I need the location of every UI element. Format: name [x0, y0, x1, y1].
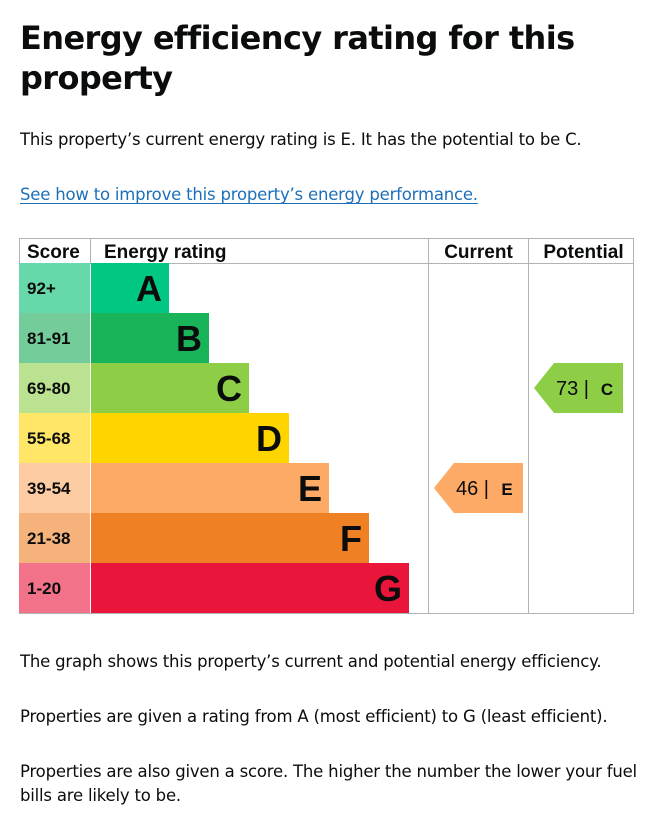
header-current: Current [444, 242, 513, 263]
current-rating-marker-rating: E [501, 480, 512, 499]
score-range-g: 1-20 [27, 579, 61, 598]
score-description: Properties are also given a score. The h… [20, 762, 637, 805]
score-cell-g [19, 563, 90, 613]
potential-rating-marker: 73 | C [534, 363, 623, 413]
rating-letter-a: A [136, 268, 162, 309]
score-cell-e [19, 463, 90, 513]
rating-bar-b [91, 313, 209, 363]
graph-description: The graph shows this property’s current … [20, 652, 602, 671]
energy-rating-chart: Score Energy rating Current Potential 92… [19, 238, 634, 614]
header-score: Score [27, 242, 80, 263]
potential-rating-marker-score: 73 | [556, 378, 589, 400]
score-range-a: 92+ [27, 279, 56, 298]
header-energy-rating: Energy rating [104, 242, 226, 263]
score-range-f: 21-38 [27, 529, 70, 548]
potential-rating-marker-arrow [534, 363, 623, 413]
potential-rating-marker-rating: C [601, 380, 613, 399]
rating-letter-d: D [256, 418, 282, 459]
score-cell-d [19, 413, 90, 463]
rating-letter-b: B [176, 318, 202, 359]
current-rating-marker-arrow [434, 463, 523, 513]
rating-bar-a [91, 263, 169, 313]
score-range-d: 55-68 [27, 429, 70, 448]
rating-range-description: Properties are given a rating from A (mo… [20, 707, 608, 726]
improve-energy-link[interactable]: See how to improve this property’s energ… [20, 185, 478, 204]
rating-summary: This property’s current energy rating is… [20, 130, 582, 149]
rating-bar-d [91, 413, 289, 463]
rating-bar-f [91, 513, 369, 563]
score-cell-b [19, 313, 90, 363]
rating-markers: 46 | E 73 | C [434, 363, 623, 513]
score-cell-c [19, 363, 90, 413]
score-range-e: 39-54 [27, 479, 71, 498]
score-range-b: 81-91 [27, 329, 70, 348]
current-rating-marker-score: 46 | [456, 478, 489, 500]
rating-bar-e [91, 463, 329, 513]
rating-bands: 92+ A 81-91 B 69-80 C 55-68 D 39-54 E 21-38 F 1-20 G [19, 263, 409, 613]
score-range-c: 69-80 [27, 379, 70, 398]
header-potential: Potential [543, 242, 623, 263]
rating-letter-c: C [216, 368, 242, 409]
score-cell-f [19, 513, 90, 563]
current-rating-marker: 46 | E [434, 463, 523, 513]
score-cell-a [19, 263, 90, 313]
page-title: Energy efficiency rating for this proper… [20, 19, 575, 97]
rating-letter-f: F [340, 518, 362, 559]
rating-bar-c [91, 363, 249, 413]
rating-bar-g [91, 563, 409, 613]
rating-letter-g: G [374, 568, 402, 609]
rating-letter-e: E [298, 468, 322, 509]
